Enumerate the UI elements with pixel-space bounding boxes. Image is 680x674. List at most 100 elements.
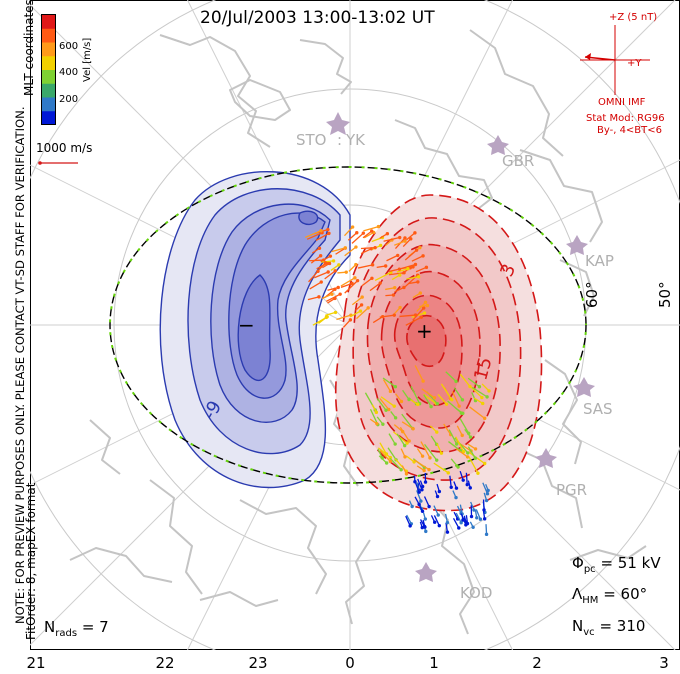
velocity-vector-origin bbox=[378, 243, 383, 248]
mlt-tick-23: 23 bbox=[248, 654, 267, 672]
velocity-vector bbox=[324, 270, 336, 280]
velocity-vector-origin bbox=[403, 455, 407, 459]
velocity-vector bbox=[406, 276, 419, 280]
velocity-vector bbox=[443, 423, 452, 436]
velocity-vector-origin bbox=[391, 293, 396, 297]
velocity-vector-origin bbox=[422, 468, 426, 473]
velocity-vector-origin bbox=[416, 275, 421, 279]
velocity-vector bbox=[362, 230, 373, 239]
velocity-vector-origin bbox=[420, 488, 424, 492]
velocity-vector bbox=[433, 462, 449, 474]
velocity-vector-origin bbox=[327, 231, 331, 236]
velocity-vector-origin bbox=[355, 278, 360, 283]
velocity-vector bbox=[347, 232, 358, 241]
velocity-vector-origin bbox=[487, 389, 491, 393]
velocity-vector bbox=[377, 447, 391, 459]
velocity-vector-origin bbox=[361, 231, 366, 235]
velocity-vector bbox=[448, 441, 461, 452]
velocity-vector-origin bbox=[465, 455, 470, 459]
velocity-vector-origin bbox=[370, 263, 375, 267]
velocity-vector bbox=[376, 398, 387, 411]
station-separator: : bbox=[337, 131, 342, 149]
colorbar-label: Vel [m/s] bbox=[82, 38, 93, 82]
velocity-vector bbox=[456, 425, 463, 436]
velocity-vector bbox=[404, 249, 418, 261]
velocity-vector-origin bbox=[380, 456, 384, 460]
velocity-vector-origin bbox=[350, 225, 355, 229]
colorbar-segment bbox=[41, 28, 56, 43]
velocity-vector bbox=[379, 398, 390, 410]
velocity-vector-origin bbox=[419, 499, 423, 503]
velocity-vector-origin bbox=[343, 246, 347, 250]
velocity-vector-origin bbox=[403, 239, 407, 243]
velocity-vector-origin bbox=[480, 395, 484, 400]
velocity-vector bbox=[305, 230, 322, 238]
velocity-vector bbox=[414, 365, 424, 382]
velocity-vector-origin bbox=[446, 471, 450, 475]
velocity-vector-origin bbox=[486, 488, 490, 493]
stat-phi-pc: Φpc = 51 kV bbox=[572, 554, 661, 575]
velocity-vector-origin bbox=[477, 385, 482, 389]
velocity-vector-origin bbox=[428, 456, 432, 460]
hm-boundary-green bbox=[109, 166, 587, 484]
coordinate-note: MLT coordinates bbox=[22, 0, 36, 96]
velocity-vector-origin bbox=[366, 306, 370, 310]
velocity-vector-origin bbox=[398, 273, 402, 277]
velocity-vector-origin bbox=[429, 404, 433, 409]
velocity-vector bbox=[437, 394, 448, 405]
velocity-vector-origin bbox=[333, 269, 337, 273]
velocity-vector bbox=[383, 236, 400, 242]
velocity-vector bbox=[349, 310, 361, 318]
colorbar-segment bbox=[41, 55, 56, 70]
velocity-vector bbox=[394, 286, 405, 293]
velocity-vector bbox=[389, 457, 402, 471]
velocity-vector bbox=[316, 262, 326, 273]
velocity-vector bbox=[382, 379, 391, 392]
negative-cell-marker: − bbox=[238, 313, 255, 337]
velocity-vector-origin bbox=[414, 248, 419, 252]
velocity-vector-origin bbox=[482, 416, 487, 421]
latitude-label-50: 50° bbox=[656, 281, 674, 308]
velocity-vector-origin bbox=[475, 516, 479, 520]
velocity-vector bbox=[340, 282, 353, 288]
velocity-vector-origin bbox=[435, 430, 439, 434]
velocity-vector-origin bbox=[405, 441, 409, 445]
velocity-vector-origin bbox=[461, 478, 465, 482]
velocity-vector bbox=[415, 266, 427, 273]
velocity-vector bbox=[421, 388, 435, 399]
mlt-tick-1: 1 bbox=[429, 654, 439, 672]
station-label-kap: KAP bbox=[585, 252, 614, 270]
svg-text:+Z (5 nT): +Z (5 nT) bbox=[609, 12, 657, 23]
velocity-vector-origin bbox=[464, 523, 468, 527]
radar-station-markers bbox=[326, 112, 595, 582]
velocity-vector bbox=[467, 446, 476, 459]
stat-n-rads: Nrads = 7 bbox=[44, 618, 109, 639]
velocity-vector-origin bbox=[437, 523, 442, 528]
velocity-vector bbox=[309, 259, 324, 262]
velocity-vector-origin bbox=[457, 526, 461, 530]
colorbar-segment bbox=[41, 97, 56, 112]
velocity-vector-origin bbox=[317, 295, 321, 299]
velocity-vector-origin bbox=[484, 498, 489, 503]
colorbar-segment bbox=[41, 42, 56, 57]
velocity-vector-origin bbox=[359, 303, 364, 307]
station-label-kod: KOD bbox=[460, 584, 492, 602]
velocity-vector-origin bbox=[445, 520, 450, 525]
velocity-vector bbox=[459, 418, 470, 434]
latitude-label-60: 60° bbox=[583, 281, 601, 308]
velocity-vector-origin bbox=[381, 422, 385, 426]
velocity-vector bbox=[321, 293, 333, 300]
velocity-vector-origin bbox=[392, 404, 396, 408]
velocity-vector-origin bbox=[354, 262, 358, 267]
velocity-vector bbox=[423, 496, 430, 507]
velocity-vector-origin bbox=[424, 529, 428, 534]
velocity-vector-origin bbox=[422, 311, 427, 315]
velocity-vector bbox=[424, 443, 438, 461]
velocity-vector bbox=[357, 264, 373, 269]
velocity-vector bbox=[471, 386, 488, 398]
velocity-vector-origin bbox=[418, 245, 422, 250]
velocity-vector-origin bbox=[344, 270, 348, 274]
velocity-vectors bbox=[305, 224, 491, 537]
velocity-vector-origin bbox=[427, 504, 431, 509]
velocity-vector bbox=[433, 515, 440, 526]
